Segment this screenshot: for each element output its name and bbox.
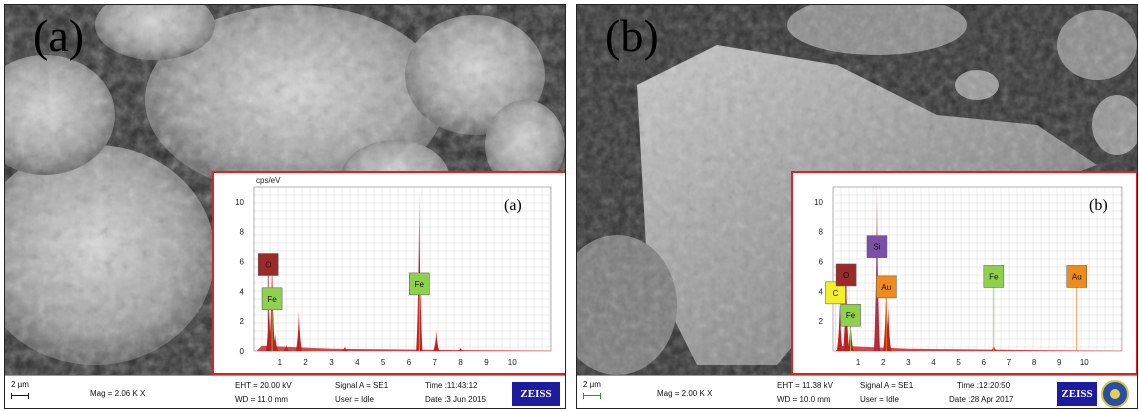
x-tick-label: 8 [458, 358, 463, 367]
svg-text:Au: Au [1072, 272, 1082, 281]
y-tick-label: 2 [819, 317, 824, 326]
x-tick-label: 4 [931, 358, 936, 367]
y-tick-label: 8 [240, 228, 245, 237]
x-tick-label: 7 [433, 358, 438, 367]
x-tick-label: 5 [956, 358, 961, 367]
y-tick-label: 4 [819, 287, 824, 296]
acquisition-time: Time :11:43:12 [425, 381, 478, 390]
acquisition-time: Time :12:20:50 [957, 381, 1011, 390]
spectrum-peak [885, 306, 892, 351]
scale-label: 2 µm [11, 380, 29, 389]
eht-voltage: EHT = 20.00 kV [235, 381, 292, 390]
user-status: User = Idle [860, 395, 899, 404]
element-label-c: C [825, 281, 846, 351]
signal-type: Signal A = SE1 [860, 381, 914, 390]
x-tick-label: 1 [856, 358, 861, 367]
zeiss-logo: ZEISS [512, 382, 560, 406]
university-seal-icon [1101, 380, 1129, 408]
x-tick-label: 4 [355, 358, 360, 367]
element-label-o: O [835, 263, 857, 351]
element-label-si: Si [866, 235, 888, 351]
svg-text:C: C [833, 289, 839, 298]
spectrum-peak [457, 348, 464, 351]
scale-label: 2 µm [583, 380, 601, 389]
acquisition-date: Date :28 Apr 2017 [949, 395, 1014, 404]
y-tick-label: 4 [240, 287, 245, 296]
x-tick-label: 3 [329, 358, 334, 367]
panel-label: (a) [33, 10, 85, 61]
svg-text:Au: Au [881, 283, 891, 292]
spectrum-peak [433, 330, 440, 351]
spectrum-peak [283, 345, 290, 351]
svg-text:O: O [265, 261, 271, 270]
eds-spectrum-inset-a: 0 2 4 6 8 10 1 2 3 4 5 6 7 8 9 10 cps/eV O Fe Fe (a) [212, 171, 565, 375]
magnification: Mag = 2.00 K X [657, 389, 713, 398]
sem-databar-a: 2 µm Mag = 2.06 K X EHT = 20.00 kV WD = … [5, 375, 565, 408]
x-tick-label: 1 [278, 358, 283, 367]
y-tick-label: 6 [240, 258, 245, 267]
spectrum-peak [272, 333, 279, 351]
plot-grid [253, 186, 551, 351]
acquisition-date: Date :3 Jun 2015 [425, 395, 486, 404]
axis-caption: cps/eV [256, 176, 281, 185]
x-tick-label: 10 [508, 358, 517, 367]
y-tick-label: 10 [235, 198, 244, 207]
zeiss-logo: ZEISS [1057, 382, 1097, 406]
svg-text:Fe: Fe [267, 295, 277, 304]
inset-label: (a) [504, 197, 522, 214]
svg-text:Fe: Fe [846, 311, 856, 320]
svg-text:Si: Si [873, 243, 880, 252]
y-tick-label: 10 [814, 198, 823, 207]
scale-bar [11, 393, 29, 399]
y-tick-label: 8 [819, 228, 824, 237]
sem-databar-b: 2 µm Mag = 2.00 K X EHT = 11.38 kV WD = … [577, 375, 1137, 408]
x-tick-label: 6 [982, 358, 987, 367]
x-tick-label: 9 [484, 358, 489, 367]
working-distance: WD = 10.0 mm [777, 395, 831, 404]
x-tick-label: 10 [1080, 358, 1089, 367]
element-label-au: Au [1066, 265, 1088, 351]
magnification: Mag = 2.06 K X [90, 389, 146, 398]
element-label-au: Au [876, 275, 897, 351]
y-tick-label: 0 [240, 347, 245, 356]
element-label-fe: Fe [409, 272, 430, 351]
scale-bar [583, 393, 601, 399]
x-tick-label: 9 [1057, 358, 1062, 367]
x-tick-label: 3 [906, 358, 911, 367]
sem-panel-a: (a) 0 2 4 6 8 10 1 2 3 4 5 6 7 8 9 10 cps/eV O Fe Fe (a) 2 … [4, 4, 566, 409]
element-label-fe: Fe [840, 303, 861, 351]
x-tick-label: 2 [881, 358, 886, 367]
spectrum-peak [341, 346, 349, 351]
svg-text:Fe: Fe [415, 280, 425, 289]
x-tick-label: 6 [407, 358, 412, 367]
y-tick-label: 6 [819, 258, 824, 267]
signal-type: Signal A = SE1 [335, 381, 389, 390]
spectrum-peak [295, 310, 303, 351]
eht-voltage: EHT = 11.38 kV [777, 381, 833, 390]
element-label-fe: Fe [261, 287, 283, 351]
x-tick-label: 5 [381, 358, 386, 367]
eds-spectrum-inset-b: 2 4 6 8 10 1 2 3 4 5 6 7 8 9 10 C O Fe Si Au Fe Au (b) [791, 171, 1137, 375]
sem-panel-b: (b) 2 4 6 8 10 1 2 3 4 5 6 7 8 9 10 C O Fe Si Au Fe Au (b) 2 … [576, 4, 1138, 409]
spectrum-peak [416, 192, 423, 351]
svg-text:O: O [843, 271, 849, 280]
spectrum-background [256, 345, 551, 351]
x-tick-label: 2 [303, 358, 308, 367]
svg-text:Fe: Fe [989, 272, 999, 281]
x-tick-label: 8 [1032, 358, 1037, 367]
spectrum-peak [836, 301, 843, 351]
x-tick-label: 7 [1007, 358, 1012, 367]
inset-label: (b) [1089, 197, 1108, 214]
panel-label: (b) [605, 10, 659, 61]
spectrum-peak [265, 303, 273, 351]
user-status: User = Idle [335, 395, 374, 404]
working-distance: WD = 11.0 mm [235, 395, 288, 404]
spectrum-background [835, 345, 1122, 351]
element-label-fe: Fe [983, 265, 1005, 351]
y-tick-label: 2 [240, 317, 245, 326]
